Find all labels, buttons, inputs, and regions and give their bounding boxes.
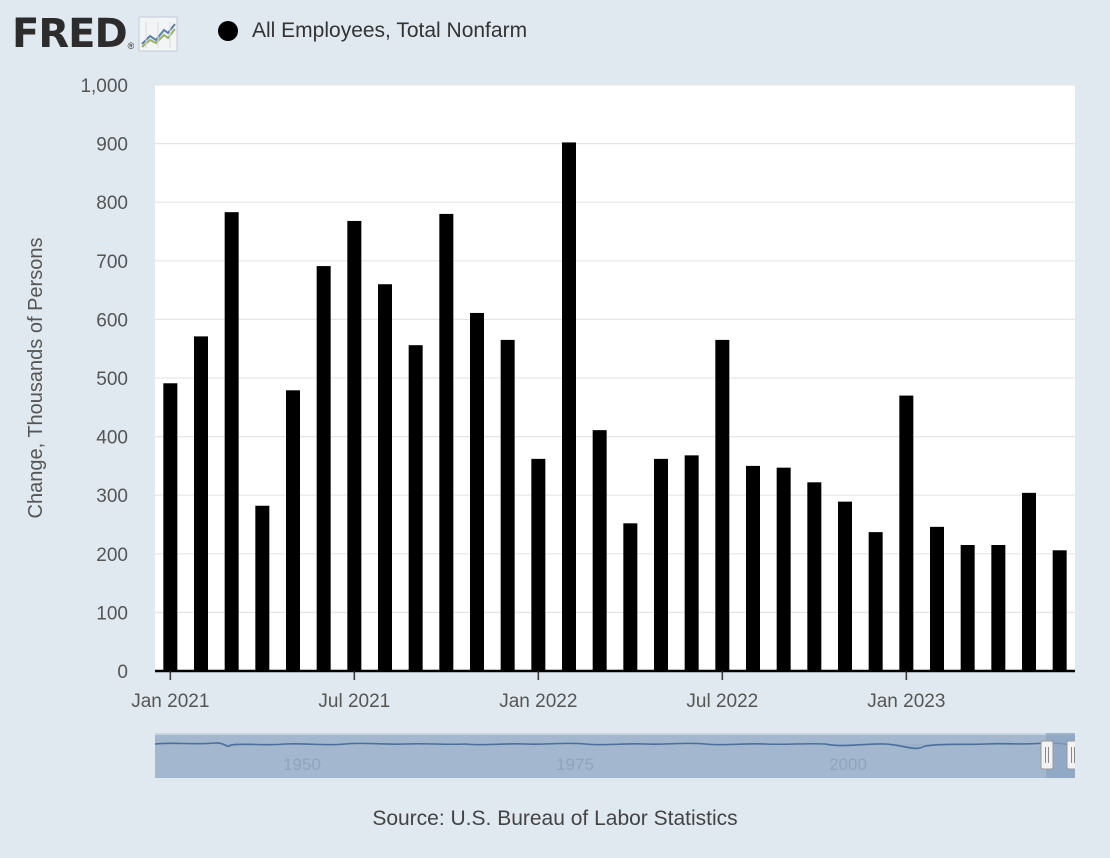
y-tick-label: 0 (117, 662, 128, 683)
bar[interactable] (746, 465, 760, 671)
bar[interactable] (316, 266, 331, 671)
y-tick-label: 200 (96, 545, 128, 566)
navigator-series-line (155, 742, 1075, 750)
bar[interactable] (500, 339, 515, 671)
x-tick-label: Jan 2021 (131, 691, 209, 712)
y-tick-label: 900 (96, 135, 128, 156)
bar[interactable] (868, 532, 883, 671)
bar[interactable] (194, 336, 208, 671)
x-tick-label: Jan 2023 (867, 691, 945, 712)
bar[interactable] (592, 430, 607, 671)
navigator-label: 1975 (556, 755, 594, 774)
y-tick-label: 300 (96, 486, 128, 507)
navigator-label: 2000 (829, 755, 867, 774)
bar[interactable] (776, 467, 791, 671)
y-tick-label: 1,000 (80, 76, 128, 97)
navigator-left-handle[interactable] (1040, 740, 1054, 770)
fred-logo[interactable]: FRED ® (12, 12, 178, 56)
bar[interactable] (286, 390, 300, 671)
source-citation: Source: U.S. Bureau of Labor Statistics (372, 807, 738, 830)
bar[interactable] (623, 523, 638, 671)
x-tick-label: Jul 2021 (318, 691, 390, 712)
navigator-label: 1950 (283, 755, 321, 774)
bar[interactable] (531, 458, 546, 671)
navigator-top-edge (155, 733, 1075, 735)
range-navigator[interactable]: 1950 1975 2000 (155, 733, 1075, 778)
bar[interactable] (224, 212, 239, 672)
legend-marker (218, 21, 238, 41)
legend-label: All Employees, Total Nonfarm (252, 19, 528, 42)
bar[interactable] (930, 526, 944, 671)
bars (163, 142, 1067, 672)
x-tick-label: Jan 2022 (499, 691, 577, 712)
bar[interactable] (1022, 492, 1036, 671)
y-tick-label: 800 (96, 193, 128, 214)
y-tick-label: 400 (96, 428, 128, 449)
bar[interactable] (408, 345, 423, 671)
bar[interactable] (654, 458, 668, 671)
bar[interactable] (347, 220, 362, 671)
y-tick-label: 500 (96, 369, 128, 390)
gridlines (155, 84, 1075, 614)
navigator-right-handle[interactable] (1066, 740, 1075, 770)
x-tick-label: Jul 2022 (686, 691, 758, 712)
y-tick-label: 100 (96, 603, 128, 624)
navigator-background (155, 733, 1075, 778)
bar[interactable] (439, 213, 454, 672)
fred-logo-text: FRED (12, 11, 128, 57)
bar-chart: 0 100 200 300 400 500 600 700 800 900 1,000 Jan 202… (25, 76, 1075, 712)
bar[interactable] (715, 339, 730, 671)
bar[interactable] (470, 312, 484, 671)
axes: 0 100 200 300 400 500 600 700 800 900 1,000 Jan 202… (80, 76, 1075, 712)
y-axis-title: Change, Thousands of Persons (25, 238, 47, 519)
bar[interactable] (684, 455, 699, 671)
registered-mark: ® (127, 41, 135, 51)
legend-item[interactable]: All Employees, Total Nonfarm (218, 19, 527, 43)
bar[interactable] (960, 545, 975, 671)
bar[interactable] (1052, 550, 1067, 671)
header: FRED ® All Employees, Total Nonfarm (0, 0, 1110, 70)
bar[interactable] (807, 482, 822, 671)
chart-line-icon (138, 16, 178, 52)
bar[interactable] (255, 505, 270, 671)
bar[interactable] (899, 395, 914, 671)
y-tick-label: 700 (96, 252, 128, 273)
bar[interactable] (991, 545, 1006, 671)
bar[interactable] (163, 383, 178, 671)
bar[interactable] (562, 142, 576, 672)
y-tick-label: 600 (96, 310, 128, 331)
bar[interactable] (838, 501, 852, 671)
bar[interactable] (378, 284, 392, 671)
